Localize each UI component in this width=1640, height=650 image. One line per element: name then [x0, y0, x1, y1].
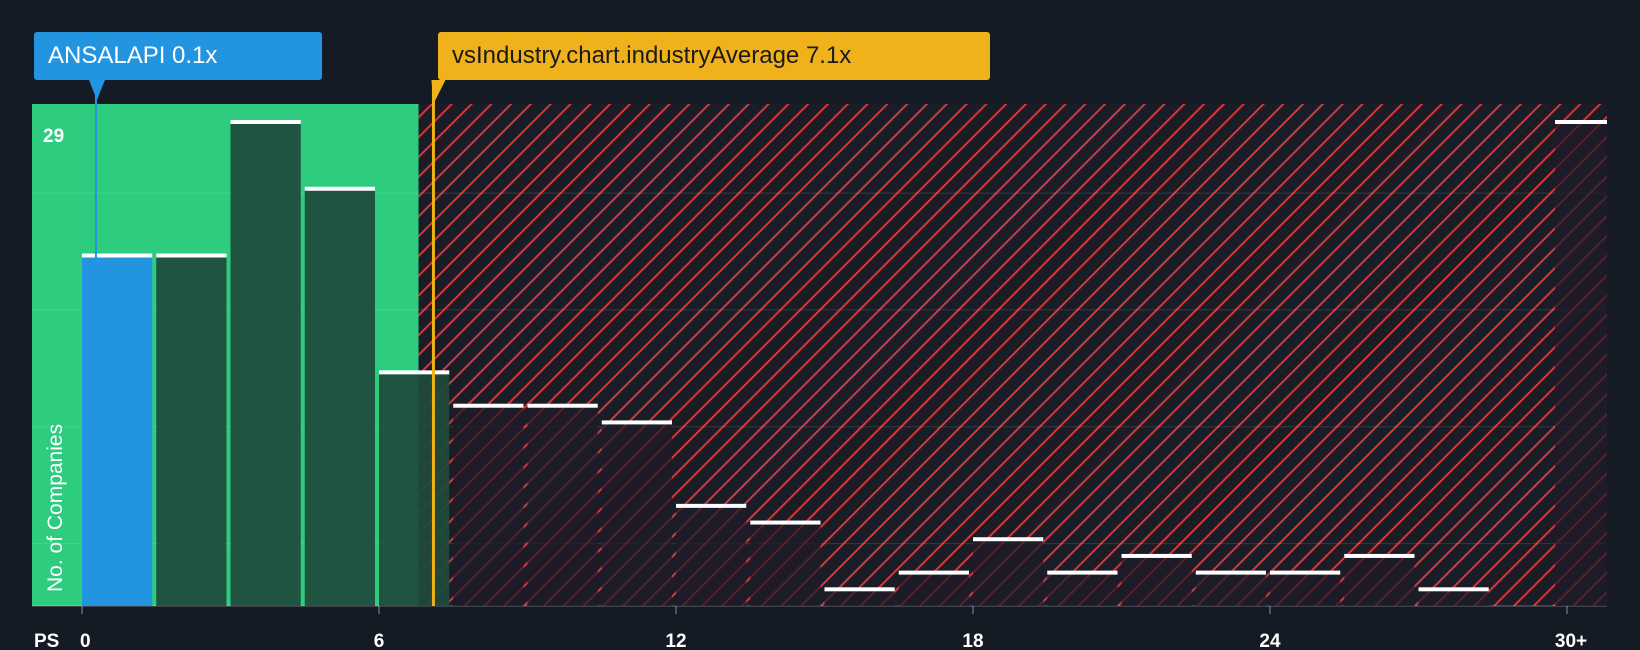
x-tick-label: 0	[80, 631, 91, 650]
bar-cap	[898, 570, 969, 575]
bar-cap	[82, 253, 153, 258]
x-tick-label: 6	[374, 631, 385, 650]
histogram-bar	[676, 505, 747, 606]
bar-cap	[750, 520, 821, 525]
histogram-bar	[1344, 555, 1415, 606]
x-tick-label: 18	[962, 631, 983, 650]
bar-cap	[1195, 570, 1266, 575]
bar-cap	[1418, 587, 1489, 592]
histogram-bar	[1121, 555, 1192, 606]
histogram-bar	[156, 255, 227, 606]
bar-cap	[1344, 553, 1415, 558]
bar-cap	[527, 403, 598, 408]
bar-cap	[676, 503, 747, 508]
bar-cap	[1555, 120, 1607, 124]
bar-cap	[453, 403, 524, 408]
industry-marker-pointer	[431, 80, 446, 104]
bar-cap	[973, 537, 1044, 542]
bar-cap	[304, 186, 375, 191]
histogram-bar	[453, 405, 524, 606]
histogram-bar	[304, 188, 375, 607]
histogram-bar	[750, 522, 821, 606]
x-tick-label: 12	[665, 631, 686, 650]
y-tick-label: 29	[43, 126, 64, 147]
histogram-bar	[1047, 572, 1118, 606]
histogram-bar	[1195, 572, 1266, 606]
histogram-bar	[230, 122, 301, 606]
histogram-bar	[824, 589, 895, 606]
x-tick-label: 30+	[1555, 631, 1587, 650]
bar-cap	[1270, 570, 1341, 575]
bar-cap	[824, 587, 895, 592]
histogram-bar	[1270, 572, 1341, 606]
bar-cap	[379, 370, 450, 375]
histogram-bar	[1555, 122, 1607, 606]
histogram-bar	[601, 422, 672, 606]
x-axis-label: PS	[34, 631, 59, 650]
industry-average-label: vsIndustry.chart.industryAverage 7.1x	[438, 32, 990, 80]
histogram-bar	[82, 255, 153, 606]
histogram-bar	[1418, 589, 1489, 606]
bar-cap	[230, 120, 301, 124]
bar-cap	[601, 420, 672, 425]
bar-cap	[1047, 570, 1118, 575]
company-marker-pointer	[88, 80, 105, 100]
bar-cap	[156, 253, 227, 258]
histogram-bar	[379, 372, 450, 606]
histogram-bar	[973, 539, 1044, 606]
y-axis-label: No. of Companies	[44, 424, 67, 592]
histogram-bar	[898, 572, 969, 606]
histogram-bar	[527, 405, 598, 606]
company-ps-label: ANSALAPI 0.1x	[34, 32, 322, 80]
x-tick-label: 24	[1259, 631, 1281, 650]
bar-cap	[1121, 553, 1192, 558]
